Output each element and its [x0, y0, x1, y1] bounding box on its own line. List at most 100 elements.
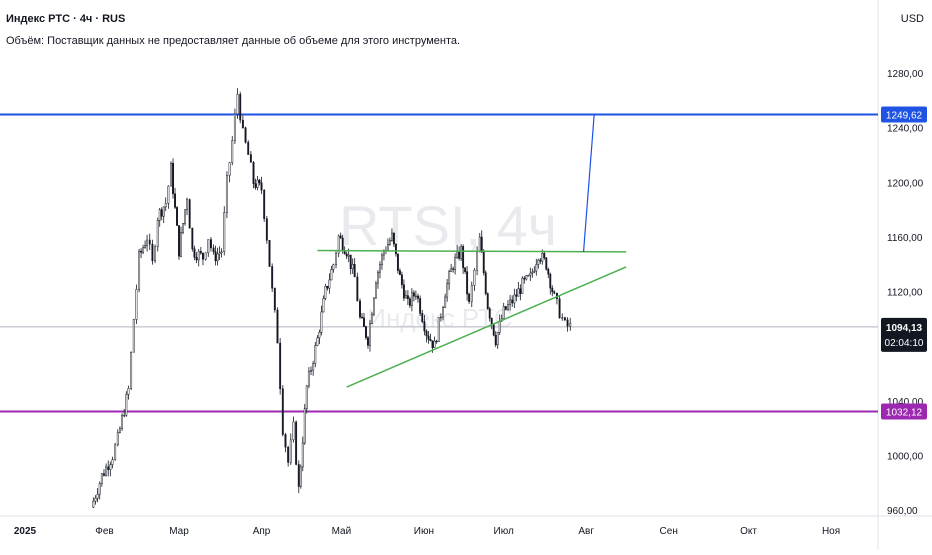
candle-body — [167, 185, 170, 204]
x-tick-label: Мар — [169, 526, 189, 537]
candle-body — [484, 272, 487, 294]
candle-body — [414, 295, 417, 298]
candle-body — [324, 285, 327, 299]
candle-body — [310, 369, 312, 372]
candle-body — [419, 298, 422, 314]
y-tick-label: 960,00 — [887, 506, 918, 517]
candle-body — [464, 267, 467, 272]
candle-body — [180, 232, 182, 257]
candle-body — [369, 323, 371, 346]
x-tick-label: Окт — [740, 526, 757, 537]
candle-body — [138, 250, 141, 290]
candle-body — [423, 321, 426, 332]
candle-body — [140, 250, 143, 253]
candle-body — [244, 127, 247, 143]
y-tick-label: 1160,00 — [887, 233, 923, 244]
candle-body — [569, 322, 572, 327]
candle-body — [382, 250, 385, 256]
y-tick-label: 1120,00 — [887, 288, 923, 299]
candle-body — [379, 264, 381, 273]
candle-body — [182, 223, 184, 233]
resistance-price-label: 1249,62 — [886, 110, 923, 121]
candle-body — [476, 251, 479, 271]
x-tick-label: Авг — [578, 526, 594, 537]
candle-body — [236, 93, 239, 115]
triangle-bottom-line — [346, 266, 627, 388]
candle-body — [92, 500, 95, 508]
candle-body — [458, 250, 461, 259]
candle-body — [289, 439, 292, 463]
candle-body — [111, 459, 114, 465]
candle-body — [488, 308, 491, 319]
candle-body — [96, 493, 99, 499]
candle-body — [365, 326, 367, 338]
candle-body — [563, 317, 566, 321]
candle-body — [301, 442, 304, 468]
candle-body — [511, 299, 514, 304]
candle-body — [367, 337, 369, 346]
candle-body — [371, 313, 373, 324]
candles — [92, 88, 572, 509]
candle-body — [478, 236, 481, 253]
support-price-label: 1032,12 — [886, 408, 923, 419]
candle-body — [218, 252, 221, 255]
candle-body — [105, 466, 108, 476]
candle-body — [543, 252, 546, 259]
candle-body — [276, 309, 279, 344]
x-tick-label: 2025 — [14, 526, 37, 537]
candle-body — [297, 464, 300, 487]
y-tick-label: 1000,00 — [887, 451, 924, 462]
symbol-title[interactable]: Индекс РТС · 4ч · RUS — [6, 13, 126, 25]
candle-body — [132, 319, 135, 353]
candle-body — [545, 257, 548, 270]
candle-body — [442, 307, 444, 318]
candle-body — [249, 154, 252, 163]
candle-body — [404, 295, 407, 299]
candle-body — [214, 251, 217, 262]
candle-body — [494, 334, 497, 346]
candle-body — [377, 271, 379, 284]
candle-body — [435, 340, 438, 343]
candle-body — [561, 317, 564, 319]
candle-body — [316, 337, 319, 346]
candle-body — [456, 250, 459, 258]
candle-body — [533, 270, 536, 273]
y-tick-label: 1240,00 — [887, 124, 924, 135]
candle-body — [361, 316, 363, 319]
candle-body — [178, 225, 180, 257]
candle-body — [339, 235, 342, 239]
triangle-top-line — [317, 249, 627, 253]
candle-body — [450, 268, 453, 272]
candle-body — [212, 247, 215, 253]
candle-body — [312, 363, 315, 371]
candle-body — [158, 209, 161, 221]
candle-body — [320, 311, 323, 333]
candle-body — [460, 246, 463, 259]
candle-body — [174, 193, 176, 208]
candle-body — [130, 351, 133, 389]
candle-body — [265, 218, 268, 241]
candle-body — [188, 199, 191, 229]
candle-body — [539, 259, 542, 262]
candle-body — [537, 259, 540, 265]
candle-body — [421, 313, 424, 322]
candle-body — [386, 243, 389, 251]
candle-body — [176, 207, 178, 226]
candle-body — [380, 254, 383, 265]
currency-label[interactable]: USD — [900, 13, 924, 25]
candle-body — [207, 239, 210, 254]
candle-body — [148, 239, 151, 245]
candle-body — [392, 232, 395, 245]
x-tick-label: Июл — [494, 526, 514, 537]
candle-body — [408, 298, 411, 306]
candle-body — [468, 293, 471, 302]
candle-body — [448, 271, 451, 285]
candle-body — [431, 340, 434, 348]
candle-body — [328, 279, 331, 289]
candle-body — [509, 299, 512, 305]
candle-body — [402, 284, 405, 299]
candle-body — [146, 239, 149, 246]
candle-body — [551, 287, 554, 293]
candle-body — [410, 292, 413, 306]
